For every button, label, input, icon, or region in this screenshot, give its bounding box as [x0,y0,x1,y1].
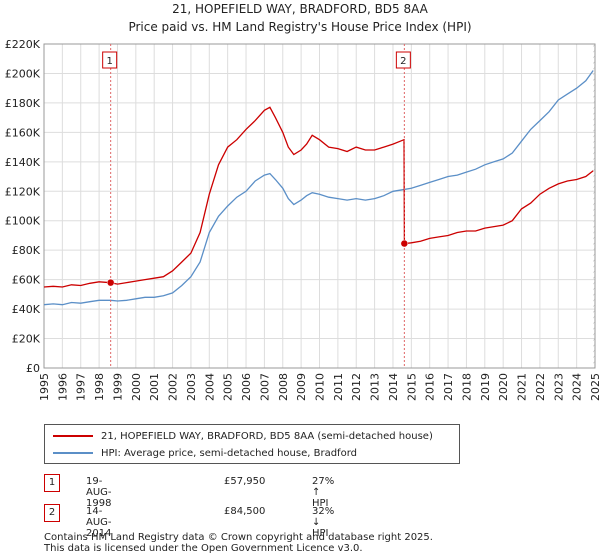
sale-number-label: 2 [400,56,406,67]
sale-point [400,239,409,248]
x-tick-label: 2022 [534,373,547,401]
y-tick-label: £20K [12,333,41,346]
x-tick-label: 2020 [497,373,510,401]
x-tick-label: 1999 [111,373,124,401]
x-tick-label: 2005 [222,373,235,401]
x-tick-label: 1995 [38,373,51,401]
x-tick-label: 2021 [516,373,529,401]
y-tick-label: £200K [5,67,41,80]
sale-price: £84,500 [224,506,266,517]
sale-point [106,278,115,287]
x-tick-label: 2010 [314,373,327,401]
x-tick-label: 1996 [56,373,69,401]
y-tick-label: £100K [5,215,41,228]
y-tick-label: £120K [5,185,41,198]
sale-number-box [395,51,411,69]
sale-price: £57,950 [224,476,266,487]
sale-date: 19-AUG-1998 [86,476,112,509]
chart-title: 21, HOPEFIELD WAY, BRADFORD, BD5 8AA [172,2,428,16]
x-tick-label: 1998 [93,373,106,401]
x-tick-label: 2003 [185,373,198,401]
x-tick-label: 2009 [295,373,308,401]
legend-swatch-hpi [53,452,93,454]
x-tick-label: 2019 [479,373,492,401]
legend-label-property: 21, HOPEFIELD WAY, BRADFORD, BD5 8AA (se… [101,430,433,442]
x-tick-label: 2000 [130,373,143,401]
y-tick-label: £60K [12,274,41,287]
x-tick-label: 2017 [442,373,455,401]
x-tick-label: 2006 [240,373,253,401]
x-tick-label: 2012 [350,373,363,401]
price-chart: £0 £20K £40K £60K £80K £100K £120K £140K £160K £1… [5,38,600,401]
x-tick-label: 2025 [589,373,600,401]
y-tick-label: £80K [12,244,41,257]
property-price-line [43,106,594,288]
legend-label-hpi: HPI: Average price, semi-detached house,… [101,447,357,459]
x-tick-label: 2001 [148,373,161,401]
sale-number-label: 1 [106,56,112,67]
footer-line-1: Contains HM Land Registry data © Crown c… [44,532,433,543]
y-tick-label: £0 [26,362,40,375]
x-tick-label: 2018 [460,373,473,401]
footer-line-2: This data is licensed under the Open Gov… [44,543,363,554]
x-tick-label: 2002 [167,373,180,401]
grid [43,43,596,369]
plot-frame [43,43,596,369]
legend: 21, HOPEFIELD WAY, BRADFORD, BD5 8AA (se… [44,424,460,464]
x-tick-label: 2004 [203,373,216,401]
x-tick-label: 2015 [405,373,418,401]
sale-badge: 2 [44,504,60,522]
sale-date: 14-AUG-2014 [86,506,112,539]
y-tick-label: £180K [5,97,41,110]
sale-hpi-diff: 27% ↑ HPI [312,476,335,509]
y-tick-label: £140K [5,156,41,169]
footer: Contains HM Land Registry data © Crown c… [44,532,433,554]
x-tick-label: 2013 [369,373,382,401]
y-tick-label: £220K [5,38,41,51]
x-tick-label: 1997 [75,373,88,401]
sale-hpi-diff: 32% ↓ HPI [312,506,335,539]
legend-item-property: 21, HOPEFIELD WAY, BRADFORD, BD5 8AA (se… [53,428,433,444]
x-tick-label: 2008 [277,373,290,401]
x-tick-label: 2014 [387,373,400,401]
x-tick-label: 2023 [552,373,565,401]
y-tick-label: £40K [12,303,41,316]
sale-badge: 1 [44,474,60,492]
series [43,70,594,306]
x-tick-label: 2007 [258,373,271,401]
legend-swatch-property [53,435,93,437]
legend-item-hpi: HPI: Average price, semi-detached house,… [53,445,357,461]
chart-subtitle: Price paid vs. HM Land Registry's House … [128,20,472,34]
x-tick-label: 2016 [424,373,437,401]
x-tick-label: 2024 [571,373,584,401]
x-tick-label: 2011 [332,373,345,401]
future-hatch [593,44,595,368]
sale-number-box [102,51,118,69]
hpi-line [43,70,594,306]
axes: £0 £20K £40K £60K £80K £100K £120K £140K £160K £1… [5,38,600,401]
y-tick-label: £160K [5,126,41,139]
